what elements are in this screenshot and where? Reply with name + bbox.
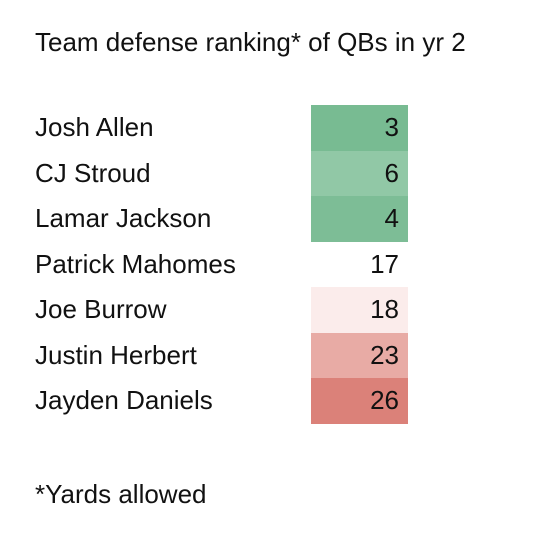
ranking-cell: 23 xyxy=(311,332,408,378)
ranking-cell: 3 xyxy=(311,105,408,151)
qb-name: Patrick Mahomes xyxy=(35,248,236,279)
ranking-cell: 4 xyxy=(311,196,408,242)
ranking-value: 4 xyxy=(384,203,399,233)
table-row: CJ Stroud 6 xyxy=(0,150,542,196)
ranking-value: 18 xyxy=(370,294,399,324)
ranking-cell: 17 xyxy=(311,241,408,287)
ranking-value: 6 xyxy=(384,157,399,188)
qb-name: Jayden Daniels xyxy=(35,385,213,415)
ranking-cell: 6 xyxy=(311,150,408,196)
table-row: Josh Allen 3 xyxy=(0,105,542,151)
table-row: Joe Burrow 18 xyxy=(0,287,542,333)
page-title: Team defense ranking* of QBs in yr 2 xyxy=(35,27,466,57)
ranking-cell: 26 xyxy=(311,378,408,424)
table-row: Justin Herbert 23 xyxy=(0,332,542,378)
ranking-table: Josh Allen 3 CJ Stroud 6 Lamar Jackson 4… xyxy=(0,105,542,424)
qb-name: Lamar Jackson xyxy=(35,203,212,233)
footnote: *Yards allowed xyxy=(35,479,207,509)
ranking-cell: 18 xyxy=(311,287,408,333)
ranking-value: 23 xyxy=(370,339,399,370)
ranking-value: 17 xyxy=(370,248,399,279)
ranking-value: 3 xyxy=(384,112,399,142)
qb-name: Joe Burrow xyxy=(35,294,167,324)
qb-name: CJ Stroud xyxy=(35,157,151,188)
table-row: Jayden Daniels 26 xyxy=(0,378,542,424)
qb-name: Josh Allen xyxy=(35,112,154,142)
table-row: Patrick Mahomes 17 xyxy=(0,241,542,287)
qb-name: Justin Herbert xyxy=(35,339,197,370)
ranking-value: 26 xyxy=(370,385,399,415)
table-row: Lamar Jackson 4 xyxy=(0,196,542,242)
